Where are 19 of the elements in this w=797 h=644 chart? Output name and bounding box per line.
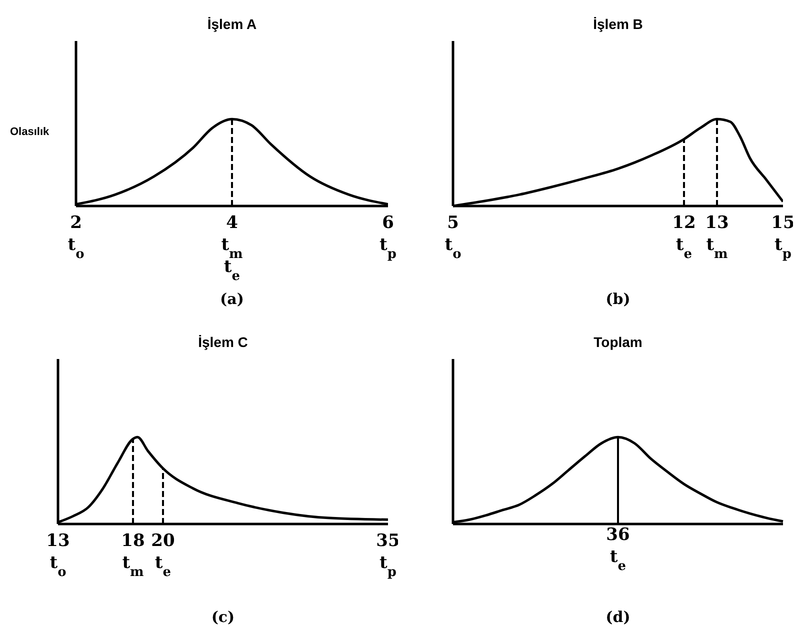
chart-title: Toplam bbox=[592, 334, 644, 350]
x-tick-label: 18 t$_{m}$ bbox=[121, 531, 145, 580]
x-tick-label: 20 t$_{e}$ bbox=[151, 531, 175, 580]
x-axis-title: (d) bbox=[604, 608, 632, 626]
x-tick-label: 4 t$_{m}$ t$_{e}$ bbox=[221, 213, 244, 284]
x-tick-label: 5 t$_{o}$ bbox=[444, 213, 462, 262]
chart-title: İşlem B bbox=[592, 16, 644, 32]
chart-title: İşlem A bbox=[206, 16, 258, 32]
x-tick-label: 13 t$_{o}$ bbox=[46, 531, 70, 580]
x-axis-title: (b) bbox=[604, 290, 632, 308]
y-axis-title: Olasılık bbox=[10, 126, 50, 138]
chart-title: İşlem C bbox=[197, 334, 249, 350]
x-axis-title: (a) bbox=[219, 290, 245, 308]
x-tick-label: 13 t$_{m}$ bbox=[705, 213, 729, 262]
x-tick-label: 2 t$_{o}$ bbox=[68, 213, 85, 262]
x-tick-label: 12 t$_{e}$ bbox=[672, 213, 696, 262]
x-tick-label: 6 t$_{p}$ bbox=[380, 213, 396, 262]
text: 36 t$_{e}$ bbox=[606, 525, 630, 574]
x-axis-title: (c) bbox=[210, 608, 236, 626]
